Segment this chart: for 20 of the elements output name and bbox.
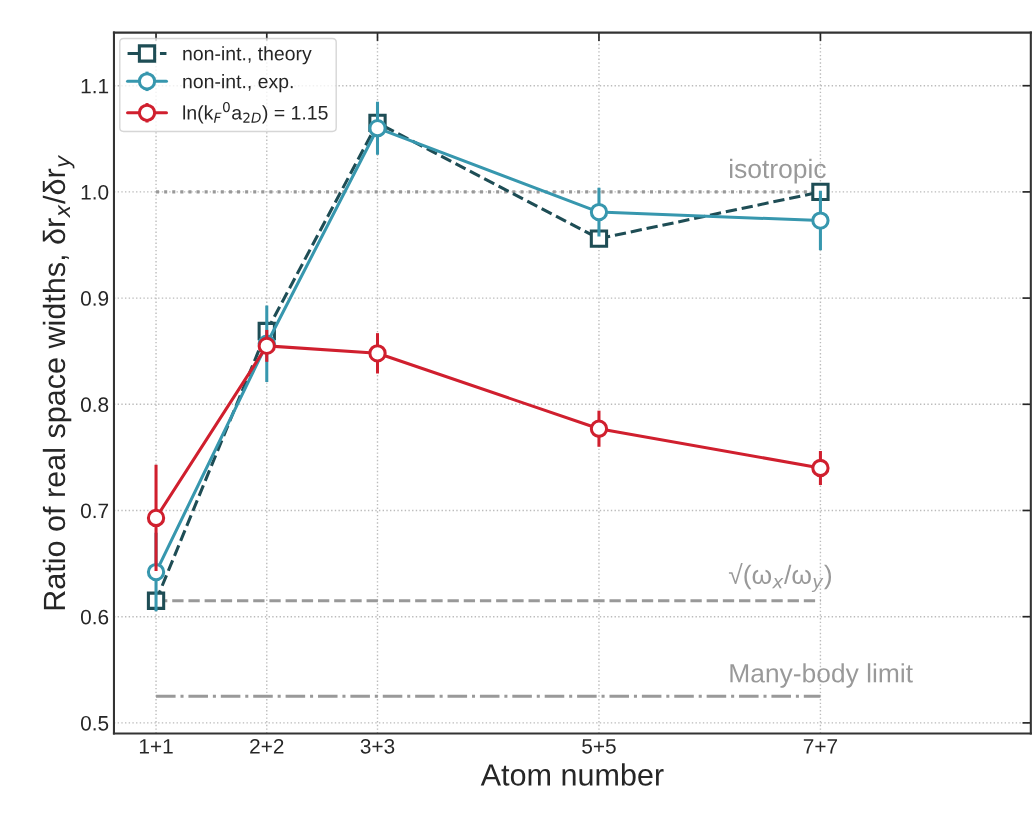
- y-tick-label: 0.9: [80, 291, 109, 306]
- x-tick-label: 5+5: [582, 739, 616, 754]
- ref-line-label: Many-body limit: [730, 663, 913, 688]
- y-tick-label: 1.1: [81, 78, 109, 94]
- x-tick-label: 7+7: [803, 739, 838, 754]
- y-tick-label: 0.5: [80, 715, 109, 731]
- ref-line-label: √(ω$_{x}$/ω$_{y}$): [728, 562, 832, 593]
- x-tick-label: 2+2: [250, 738, 284, 754]
- legend-label: non-int., exp.: [183, 74, 293, 93]
- y-tick-label: 0.8: [80, 397, 109, 413]
- legend-label: non-int., theory: [183, 46, 312, 65]
- legend-label: ln(k$_{F}$$^{0}$a$_{2D}$) = 1.15: [183, 101, 328, 124]
- x-tick-label: 1+1: [139, 739, 173, 754]
- x-axis-title: Atom number: [480, 763, 664, 786]
- ref-line-label: isotropic: [730, 158, 826, 184]
- y-tick-label: 0.6: [80, 609, 109, 625]
- y-axis-title: Ratio of real space widths, δr$_{x}$/δr$_{y}$: [42, 155, 75, 610]
- x-tick-label: 3+3: [360, 738, 395, 754]
- y-tick-label: 1.0: [81, 184, 109, 200]
- y-tick-label: 0.7: [80, 503, 109, 519]
